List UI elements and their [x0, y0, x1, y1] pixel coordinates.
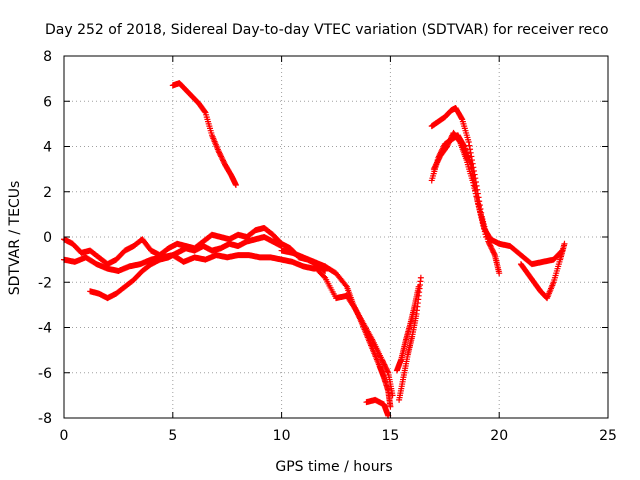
- x-tick-label: 20: [490, 428, 508, 444]
- y-tick-label: -6: [38, 366, 52, 382]
- y-tick-label: 2: [43, 185, 52, 201]
- y-axis-label: SDTVAR / TECUs: [7, 181, 23, 296]
- series-arc-5: [278, 247, 394, 410]
- y-tick-label: -4: [38, 321, 52, 337]
- series-arc-12: [430, 129, 490, 240]
- series-arc-4: [169, 80, 239, 188]
- x-tick-label: 10: [273, 428, 291, 444]
- x-tick-label: 0: [60, 428, 69, 444]
- series-arc-7: [363, 396, 392, 419]
- series-arc-2: [61, 252, 329, 274]
- series-arc-6: [311, 263, 396, 399]
- x-tick-label: 15: [381, 428, 399, 444]
- data-series: [61, 80, 568, 419]
- y-tick-label: 6: [43, 94, 52, 110]
- chart-title: Day 252 of 2018, Sidereal Day-to-day VTE…: [45, 22, 609, 38]
- axis-ticks: 0 5 10 15 20 25 -8 -6 -4 -2 0 2 4 6 8: [38, 49, 617, 444]
- x-axis-label: GPS time / hours: [275, 459, 392, 475]
- y-tick-label: 0: [43, 230, 52, 246]
- x-tick-label: 25: [599, 428, 617, 444]
- y-tick-label: 4: [43, 140, 52, 156]
- series-arc-10: [428, 105, 503, 277]
- series-arc-9: [393, 283, 422, 374]
- y-tick-label: -8: [38, 411, 52, 427]
- series-arc-11: [428, 132, 566, 268]
- y-tick-label: -2: [38, 275, 52, 291]
- grid-lines: [64, 56, 608, 418]
- series-arc-8: [396, 274, 424, 403]
- x-tick-label: 5: [168, 428, 177, 444]
- series-arc-3: [87, 234, 285, 302]
- y-tick-label: 8: [43, 49, 52, 65]
- series-arc-13: [517, 240, 568, 302]
